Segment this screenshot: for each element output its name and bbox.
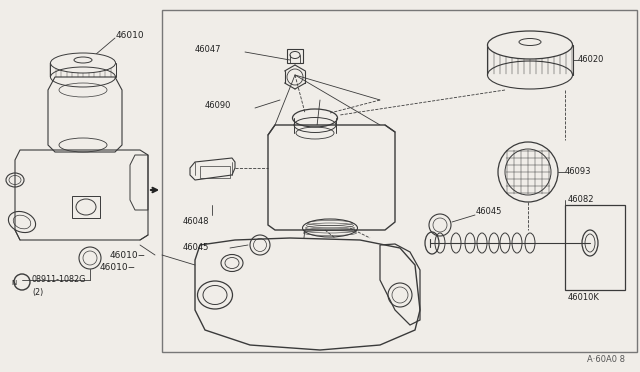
- Text: A·60A0 8: A·60A0 8: [587, 356, 625, 365]
- Text: 46048: 46048: [183, 218, 209, 227]
- Bar: [72, 196, 100, 218]
- Text: 46010−: 46010−: [110, 250, 146, 260]
- Text: 46093: 46093: [565, 167, 591, 176]
- Bar: [287, 49, 303, 63]
- Text: 46010−: 46010−: [100, 263, 136, 272]
- Polygon shape: [195, 238, 420, 350]
- Polygon shape: [268, 125, 395, 230]
- Text: 46045: 46045: [183, 244, 209, 253]
- Ellipse shape: [488, 31, 573, 59]
- Text: 08911-1082G: 08911-1082G: [32, 276, 86, 285]
- Text: (2): (2): [32, 288, 44, 296]
- Text: 46045: 46045: [476, 208, 502, 217]
- Text: 46010: 46010: [116, 31, 145, 39]
- Text: 46020: 46020: [578, 55, 604, 64]
- Bar: [565, 205, 625, 290]
- Text: 46090: 46090: [205, 102, 232, 110]
- Bar: [162, 10, 637, 352]
- Bar: [200, 166, 230, 178]
- Text: N: N: [12, 280, 17, 286]
- Text: 46082: 46082: [568, 196, 595, 205]
- Text: 46047: 46047: [195, 45, 221, 55]
- Ellipse shape: [51, 53, 115, 73]
- Text: 46010K: 46010K: [568, 294, 600, 302]
